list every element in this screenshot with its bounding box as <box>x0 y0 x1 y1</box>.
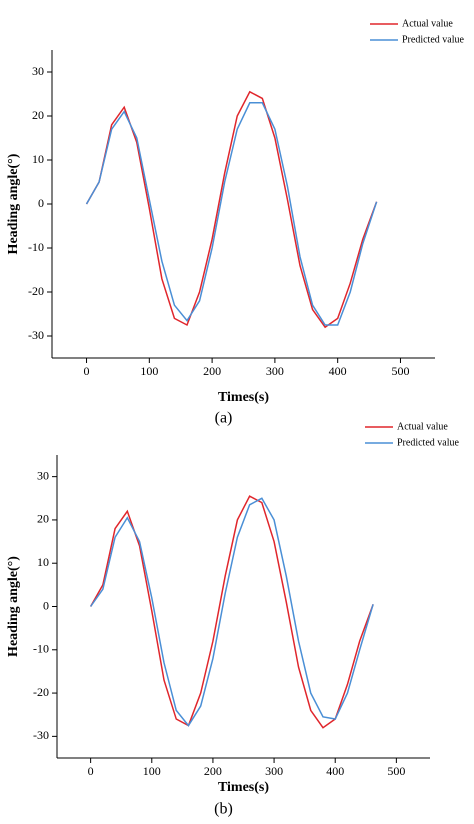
legend-label: Predicted value <box>402 34 464 45</box>
x-tick-label: 100 <box>143 764 161 778</box>
y-tick-label: 30 <box>37 468 49 482</box>
caption: (b) <box>214 801 233 818</box>
y-tick-label: 10 <box>32 152 44 166</box>
data-line <box>90 497 374 727</box>
y-axis-label: Heading angle(°) <box>6 556 21 657</box>
legend-label: Predicted value <box>397 437 459 448</box>
y-tick-label: -20 <box>33 685 49 699</box>
x-tick-label: 200 <box>204 764 222 778</box>
x-tick-label: 300 <box>266 364 284 378</box>
x-axis-label: Times(s) <box>218 390 269 405</box>
y-tick-label: -10 <box>28 240 44 254</box>
x-tick-label: 0 <box>88 764 94 778</box>
caption: (a) <box>215 410 233 427</box>
y-tick-label: 20 <box>37 512 49 526</box>
x-tick-label: 500 <box>387 764 405 778</box>
data-line <box>89 495 374 729</box>
data-line <box>85 102 378 326</box>
legend-label: Actual value <box>402 18 453 29</box>
x-tick-label: 0 <box>84 364 90 378</box>
x-tick-label: 400 <box>329 364 347 378</box>
y-tick-label: -30 <box>28 328 44 342</box>
y-tick-label: 30 <box>32 64 44 78</box>
data-line <box>85 90 378 329</box>
x-tick-label: 400 <box>326 764 344 778</box>
y-tick-label: 20 <box>32 108 44 122</box>
x-tick-label: 300 <box>265 764 283 778</box>
y-tick-label: 0 <box>43 598 49 612</box>
y-tick-label: -20 <box>28 284 44 298</box>
y-tick-label: -30 <box>33 728 49 742</box>
y-tick-label: -10 <box>33 642 49 656</box>
y-tick-label: 10 <box>37 555 49 569</box>
x-tick-label: 500 <box>391 364 409 378</box>
x-tick-label: 100 <box>140 364 158 378</box>
legend-label: Actual value <box>397 421 448 432</box>
x-axis-label: Times(s) <box>218 780 269 795</box>
x-tick-label: 200 <box>203 364 221 378</box>
y-axis-label: Heading angle(°) <box>6 153 21 254</box>
y-tick-label: 0 <box>38 196 44 210</box>
